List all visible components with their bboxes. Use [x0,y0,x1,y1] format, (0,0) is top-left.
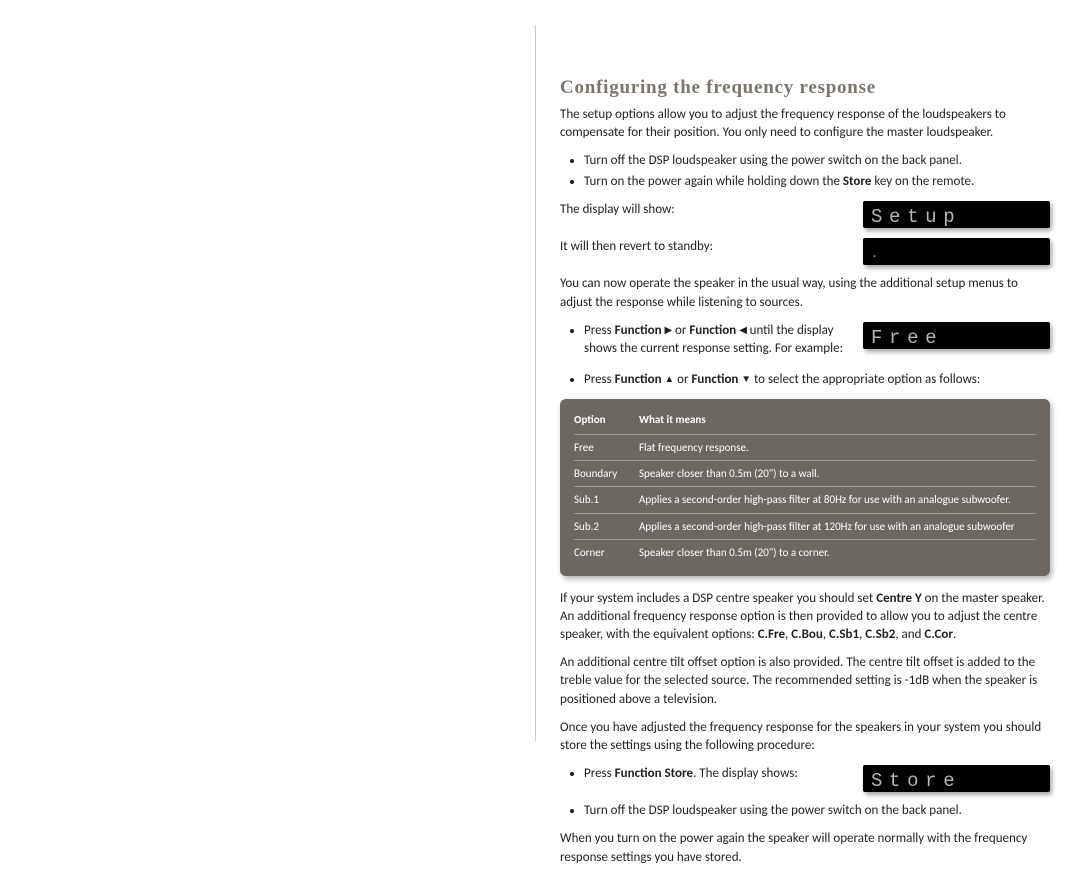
lcd-display-standby: . [863,238,1050,265]
step-list-2: Press Function ▶ or Function ◀ until the… [560,322,851,361]
step-item: Turn off the DSP loudspeaker using the p… [584,802,1050,820]
table-row: FreeFlat frequency response. [574,434,1036,460]
step-list-1: Turn off the DSP loudspeaker using the p… [560,152,1050,191]
step-list-store: Press Function Store. The display shows: [560,765,851,786]
lcd-display-store: Store [863,765,1050,792]
table-header-option: Option [574,412,639,427]
separator-line [535,25,536,741]
step-item: Turn off the DSP loudspeaker using the p… [584,152,1050,170]
step-list-turnoff: Turn off the DSP loudspeaker using the p… [560,802,1050,820]
centre-paragraph: If your system includes a DSP centre spe… [560,590,1050,645]
store-intro-paragraph: Once you have adjusted the frequency res… [560,719,1050,755]
left-arrow-icon: ◀ [739,324,747,338]
lcd-display-setup: Setup [863,201,1050,228]
table-row: Sub.1Applies a second-order high-pass fi… [574,486,1036,512]
content-column: Configuring the frequency response The s… [560,75,1050,877]
step-item: Press Function ▲ or Function ▼ to select… [584,371,1050,389]
intro-paragraph: The setup options allow you to adjust th… [560,106,1050,142]
tilt-paragraph: An additional centre tilt offset option … [560,654,1050,709]
label-display-will-show: The display will show: [560,201,851,219]
step-list-3: Press Function ▲ or Function ▼ to select… [560,371,1050,389]
down-arrow-icon: ▼ [741,373,751,387]
step-item: Press Function ▶ or Function ◀ until the… [584,322,851,358]
section-heading: Configuring the frequency response [560,75,1050,102]
table-row: Sub.2Applies a second-order high-pass fi… [574,513,1036,539]
right-arrow-icon: ▶ [665,324,673,338]
lcd-display-free: Free [863,322,1050,349]
label-revert: It will then revert to standby: [560,238,851,256]
options-table: Option What it means FreeFlat frequency … [560,399,1050,575]
table-row: BoundarySpeaker closer than 0.5m (20") t… [574,460,1036,486]
step-item: Press Function Store. The display shows: [584,765,851,783]
final-paragraph: When you turn on the power again the spe… [560,830,1050,866]
table-header-meaning: What it means [639,412,1036,427]
up-arrow-icon: ▲ [665,373,675,387]
step-item: Turn on the power again while holding do… [584,173,1050,191]
table-row: CornerSpeaker closer than 0.5m (20") to … [574,539,1036,565]
operate-paragraph: You can now operate the speaker in the u… [560,275,1050,311]
